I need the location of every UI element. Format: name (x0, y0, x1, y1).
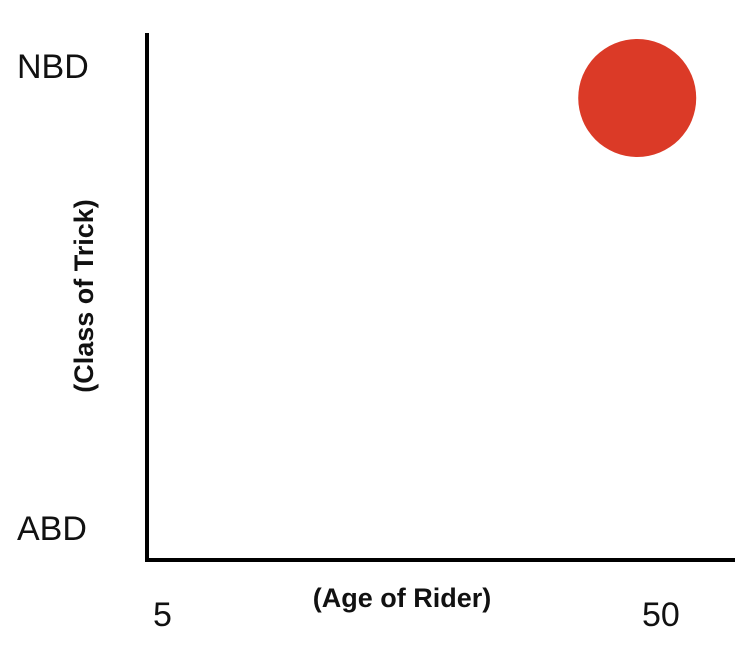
x-tick-label-right: 50 (642, 596, 680, 634)
data-points (578, 39, 697, 157)
y-axis-label: (Class of Trick) (69, 199, 99, 393)
x-tick-label-left: 5 (153, 596, 172, 634)
x-axis-label: (Age of Rider) (313, 583, 492, 613)
data-point-1 (578, 39, 697, 157)
y-tick-label-bottom: ABD (17, 510, 87, 548)
y-tick-label-top: NBD (17, 48, 89, 86)
